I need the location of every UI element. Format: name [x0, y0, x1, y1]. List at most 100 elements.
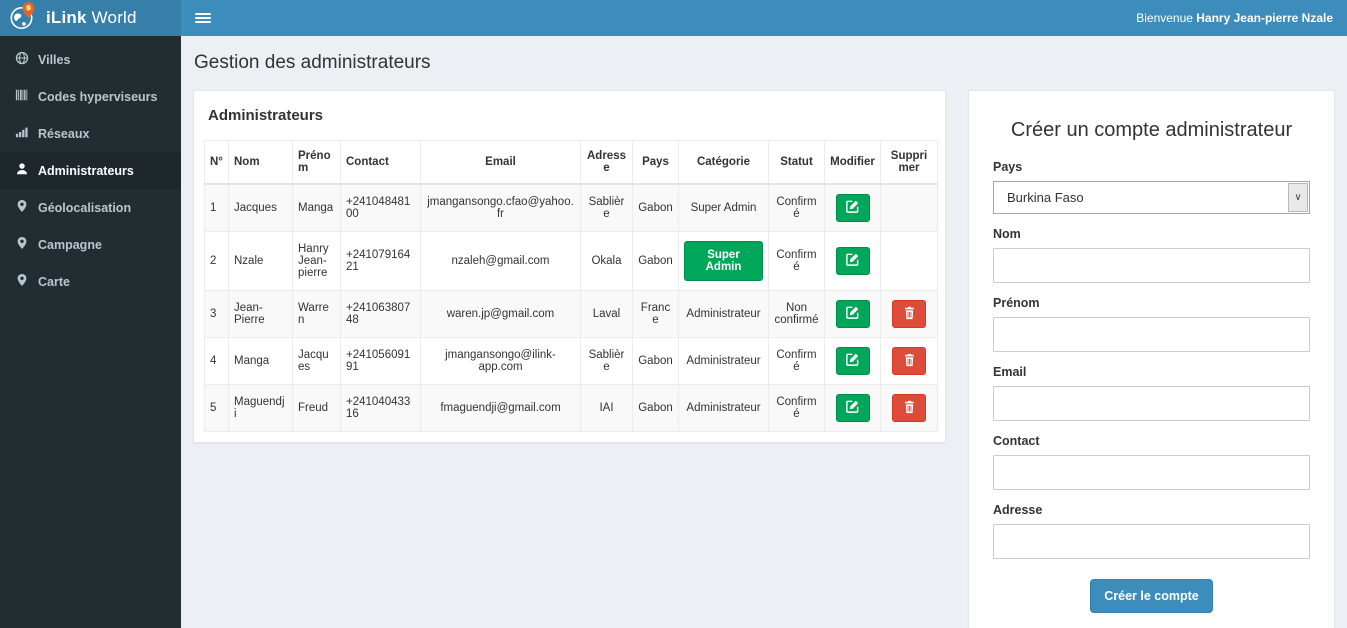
cell-email: jmangansongo.cfao@yahoo.fr: [420, 183, 581, 232]
cell-adresse: Okala: [580, 231, 633, 291]
sidebar-item-villes[interactable]: Villes: [0, 41, 181, 78]
edit-icon: [845, 399, 860, 417]
email-field[interactable]: [993, 386, 1310, 421]
table-row: 2 Nzale Hanry Jean-pierre +24107916421 nzale…: [204, 231, 938, 291]
table-row: 1 Jacques Manga +24104848100 jmangansongo.cf…: [204, 183, 938, 232]
hamburger-menu-icon[interactable]: [195, 13, 211, 23]
cell-supprimer: [880, 183, 938, 232]
administrators-panel: Administrateurs N° Nom Prénom Contact Email A…: [193, 90, 946, 443]
cell-adresse: Laval: [580, 290, 633, 338]
cell-modifier: [824, 384, 881, 432]
cell-numero: 1: [204, 183, 229, 232]
table-row: 4 Manga Jacques +24105609191 jmangansongo@il…: [204, 337, 938, 385]
pays-select[interactable]: Burkina Faso ∨: [993, 181, 1310, 214]
cell-adresse: IAI: [580, 384, 633, 432]
nom-label: Nom: [993, 227, 1021, 241]
cell-statut: Confirmé: [768, 183, 825, 232]
cell-pays: Gabon: [632, 183, 679, 232]
column-header: Catégorie: [678, 140, 769, 185]
cell-supprimer: [880, 384, 938, 432]
barcode-icon: [15, 88, 29, 105]
create-account-button[interactable]: Créer le compte: [1090, 579, 1213, 613]
edit-button[interactable]: [835, 347, 870, 375]
sidebar-item-label: Codes hyperviseurs: [38, 89, 158, 104]
edit-icon: [845, 199, 860, 217]
cell-statut: Confirmé: [768, 231, 825, 291]
cell-nom: Manga: [228, 337, 293, 385]
column-header: Email: [420, 140, 581, 185]
column-header: Prénom: [292, 140, 341, 185]
trash-icon: [903, 400, 916, 417]
map-marker-icon: [15, 236, 29, 253]
contact-label: Contact: [993, 434, 1040, 448]
column-header: Adresse: [580, 140, 633, 185]
edit-icon: [845, 352, 860, 370]
nom-field[interactable]: [993, 248, 1310, 283]
cell-pays: France: [632, 290, 679, 338]
brand-title: iLink World: [46, 8, 137, 27]
cell-prenom: Manga: [292, 183, 341, 232]
sidebar-item-carte[interactable]: Carte: [0, 263, 181, 300]
cell-statut: Confirmé: [768, 384, 825, 432]
sidebar-item-geolocalisation[interactable]: Géolocalisation: [0, 189, 181, 226]
cell-numero: 3: [204, 290, 229, 338]
edit-icon: [845, 305, 860, 323]
main-content: Gestion des administrateurs Administrate…: [181, 36, 1347, 628]
delete-button[interactable]: [892, 347, 926, 375]
cell-categorie: Administrateur: [678, 384, 769, 432]
cell-contact: +24105609191: [340, 337, 421, 385]
cell-email: nzaleh@gmail.com: [420, 231, 581, 291]
sidebar-item-label: Géolocalisation: [38, 200, 132, 215]
column-header: N°: [204, 140, 229, 185]
create-admin-title: Créer un compte administrateur: [1010, 119, 1293, 141]
create-admin-panel: Créer un compte administrateur Pays Burki…: [968, 90, 1335, 628]
column-header: Modifier: [824, 140, 881, 185]
cell-prenom: Warren: [292, 290, 341, 338]
delete-button[interactable]: [892, 300, 926, 328]
cell-modifier: [824, 183, 881, 232]
table-row: 5 Maguendji Freud +24104043316 fmaguendji@gm…: [204, 384, 938, 432]
cell-prenom: Freud: [292, 384, 341, 432]
navbar: Bienvenue Hanry Jean-pierre Nzale: [181, 0, 1347, 36]
cell-prenom: Hanry Jean-pierre: [292, 231, 341, 291]
trash-icon: [903, 306, 916, 323]
cell-email: fmaguendji@gmail.com: [420, 384, 581, 432]
column-header: Supprimer: [880, 140, 938, 185]
adresse-field[interactable]: [993, 524, 1310, 559]
super-admin-button[interactable]: Super Admin: [684, 241, 763, 281]
table-row: 3 Jean-Pierre Warren +24106380748 waren.jp@g…: [204, 290, 938, 338]
cell-email: jmangansongo@ilink-app.com: [420, 337, 581, 385]
cell-statut: Non confirmé: [768, 290, 825, 338]
contact-field[interactable]: [993, 455, 1310, 490]
delete-button[interactable]: [892, 394, 926, 422]
sidebar-item-administrateurs[interactable]: Administrateurs: [0, 152, 181, 189]
sidebar-item-campagne[interactable]: Campagne: [0, 226, 181, 263]
cell-statut: Confirmé: [768, 337, 825, 385]
email-label: Email: [993, 365, 1027, 379]
edit-button[interactable]: [835, 394, 870, 422]
sidebar-item-label: Administrateurs: [38, 163, 134, 178]
edit-button[interactable]: [835, 194, 870, 222]
sidebar-item-label: Réseaux: [38, 126, 90, 141]
cell-nom: Nzale: [228, 231, 293, 291]
edit-button[interactable]: [835, 300, 870, 328]
cell-adresse: Sablière: [580, 337, 633, 385]
edit-button[interactable]: [835, 247, 870, 275]
user-icon: [15, 162, 29, 179]
edit-icon: [845, 252, 860, 270]
prenom-field[interactable]: [993, 317, 1310, 352]
globe-icon: [15, 51, 29, 68]
sidebar-item-label: Campagne: [38, 237, 102, 252]
globe-pin-logo-icon: $: [9, 1, 37, 36]
brand[interactable]: $ iLink World: [0, 0, 181, 36]
cell-categorie: Administrateur: [678, 337, 769, 385]
svg-text:$: $: [27, 5, 31, 12]
trash-icon: [903, 353, 916, 370]
sidebar-item-codes-hyperviseurs[interactable]: Codes hyperviseurs: [0, 78, 181, 115]
sidebar-item-reseaux[interactable]: Réseaux: [0, 115, 181, 152]
cell-numero: 2: [204, 231, 229, 291]
cell-supprimer: [880, 337, 938, 385]
cell-modifier: [824, 290, 881, 338]
cell-adresse: Sablière: [580, 183, 633, 232]
map-marker-icon: [15, 273, 29, 290]
